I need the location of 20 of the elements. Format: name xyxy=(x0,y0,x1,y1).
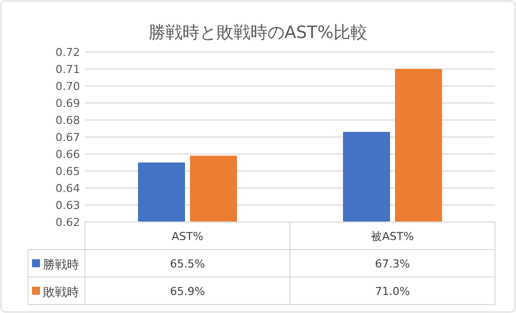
data-label: 65.5% xyxy=(170,257,205,270)
data-label: 65.9% xyxy=(170,284,205,298)
y-tick-label: 0.65 xyxy=(56,165,80,178)
x-tick-label: AST% xyxy=(172,230,204,243)
data-label: 67.3% xyxy=(375,257,410,270)
y-tick-label: 0.70 xyxy=(56,80,80,93)
y-tick-label: 0.64 xyxy=(56,182,80,195)
y-tick-label: 0.72 xyxy=(56,46,80,59)
y-tick-label: 0.67 xyxy=(56,131,80,144)
chart-title: 勝戦時と敗戦時のAST%比較 xyxy=(148,23,368,43)
legend-label: 勝戦時 xyxy=(43,257,79,272)
y-tick-label: 0.62 xyxy=(56,216,80,229)
x-tick-label: 被AST% xyxy=(371,230,414,243)
y-tick-label: 0.69 xyxy=(56,97,80,110)
data-label: 71.0% xyxy=(375,284,410,298)
y-tick-label: 0.66 xyxy=(56,148,80,161)
y-tick-label: 0.68 xyxy=(56,114,80,127)
legend-label: 敗戦時 xyxy=(43,284,79,299)
y-tick-label: 0.63 xyxy=(56,199,80,212)
y-tick-label: 0.71 xyxy=(56,63,80,76)
